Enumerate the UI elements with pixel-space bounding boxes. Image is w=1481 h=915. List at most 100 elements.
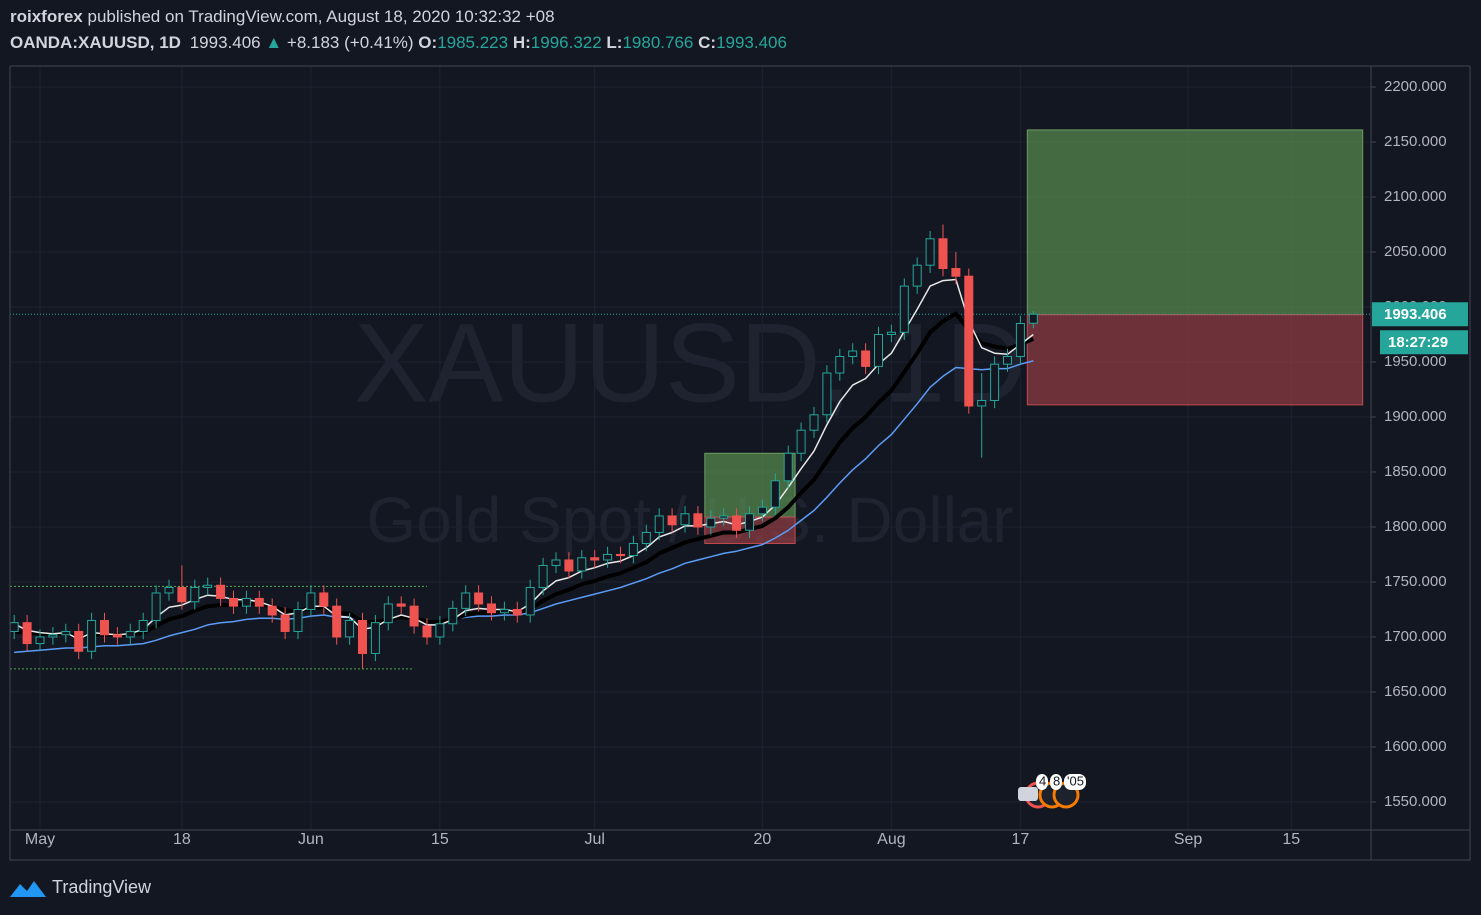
x-tick-label: Jul — [584, 831, 604, 848]
candle-body — [125, 630, 135, 638]
candle-body — [151, 592, 161, 621]
candle-body — [280, 614, 290, 632]
candle-body — [164, 586, 174, 594]
candle-body — [61, 630, 71, 636]
attribution: roixforex published on TradingView.com, … — [10, 7, 555, 26]
y-tick-label: 1650.000 — [1384, 683, 1447, 700]
candle-body — [680, 513, 690, 526]
x-tick-label: 15 — [1282, 831, 1300, 848]
candle-body — [951, 267, 961, 277]
y-tick-label: 1950.000 — [1384, 353, 1447, 370]
y-tick-label: 2050.000 — [1384, 243, 1447, 260]
candle-body — [474, 592, 484, 605]
candle-body — [783, 452, 793, 482]
event-label: 8 — [1053, 773, 1060, 788]
moving-average — [14, 311, 1035, 639]
y-tick-label: 2200.000 — [1384, 78, 1447, 95]
ohlc-value: 1993.406 — [716, 33, 787, 52]
candle-body — [203, 584, 213, 588]
user: roixforex — [10, 7, 83, 26]
candle-body — [435, 623, 445, 638]
x-tick-label: Jun — [298, 831, 324, 848]
candle-body — [216, 584, 226, 599]
candle-body — [383, 603, 393, 624]
event-flag — [1018, 787, 1038, 801]
x-tick-label: Sep — [1174, 831, 1203, 848]
y-tick-label: 2150.000 — [1384, 133, 1447, 150]
candle-body — [693, 513, 703, 528]
candle-body — [487, 603, 496, 614]
candle-body — [641, 531, 651, 544]
candle-body — [422, 625, 432, 638]
candle-body — [654, 515, 664, 533]
candle-body — [229, 597, 238, 607]
candle-body — [525, 586, 535, 616]
candle-body — [719, 515, 729, 519]
ohlc-label: O: — [418, 33, 437, 52]
candle-body — [874, 333, 883, 367]
candle-body — [628, 542, 638, 557]
x-tick-label: 17 — [1012, 831, 1030, 848]
candle-body — [861, 350, 871, 367]
candle-body — [358, 619, 367, 654]
candle-body — [667, 515, 677, 526]
price-label: 1993.406 — [1384, 306, 1447, 323]
candle-body — [74, 630, 84, 652]
candle-body — [745, 513, 754, 531]
y-tick-label: 1850.000 — [1384, 463, 1447, 480]
candle-body — [964, 275, 974, 407]
symbol: OANDA:XAUUSD, 1D — [10, 33, 181, 52]
candle-body — [332, 605, 342, 638]
countdown: 18:27:29 — [1388, 334, 1448, 351]
candle-body — [293, 608, 303, 632]
candle-body — [35, 636, 45, 645]
pane-border — [9, 65, 1471, 861]
plot: XAUUSD, 1D Gold Spot / U.S. Dollar 1550.00… — [9, 66, 1468, 848]
x-tick-label: 20 — [754, 831, 772, 848]
legend: OANDA:XAUUSD, 1D 1993.406 ▲ +8.183 (+0.4… — [10, 33, 787, 52]
position-stop — [1026, 314, 1364, 406]
logo-icon — [10, 881, 46, 897]
candle-body — [190, 586, 200, 603]
candle-body — [732, 515, 742, 531]
candle-body — [809, 414, 819, 431]
candle-body — [138, 619, 148, 632]
ohlc-label: C: — [698, 33, 716, 52]
candle-body — [1028, 313, 1038, 324]
candle-body — [306, 592, 316, 610]
candle-body — [990, 363, 1000, 401]
candle-body — [577, 557, 587, 572]
position-target — [1026, 129, 1364, 316]
x-tick-label: May — [25, 831, 55, 848]
candle-body — [899, 285, 909, 333]
candle-body — [177, 586, 187, 603]
candle-body — [9, 622, 19, 632]
candle-body — [757, 506, 767, 515]
candle-body — [1003, 355, 1012, 365]
attribution-text: published on TradingView.com, August 18,… — [87, 7, 554, 26]
y-tick-label: 1900.000 — [1384, 408, 1447, 425]
x-tick-label: 18 — [173, 831, 191, 848]
x-tick-label: 15 — [431, 831, 449, 848]
candle-body — [241, 597, 251, 607]
candle-body — [499, 608, 509, 614]
x-tick-label: Aug — [877, 831, 905, 848]
brand: TradingView — [52, 877, 152, 897]
candle-body — [938, 238, 948, 269]
event-label-bg — [1050, 774, 1062, 790]
candle-body — [603, 553, 613, 561]
y-tick-label: 1700.000 — [1384, 628, 1447, 645]
countdown-bg — [1380, 330, 1468, 355]
ohlc-label: H: — [513, 33, 531, 52]
y-tick-label: 1550.000 — [1384, 793, 1447, 810]
candle-body — [112, 634, 122, 638]
candle-body — [87, 619, 97, 652]
candle-body — [912, 264, 922, 287]
candle-body — [345, 619, 355, 638]
y-tick-label: 1750.000 — [1384, 573, 1447, 590]
ohlc-value: 1980.766 — [622, 33, 693, 52]
candle-body — [48, 634, 58, 638]
candle-body — [822, 372, 832, 416]
